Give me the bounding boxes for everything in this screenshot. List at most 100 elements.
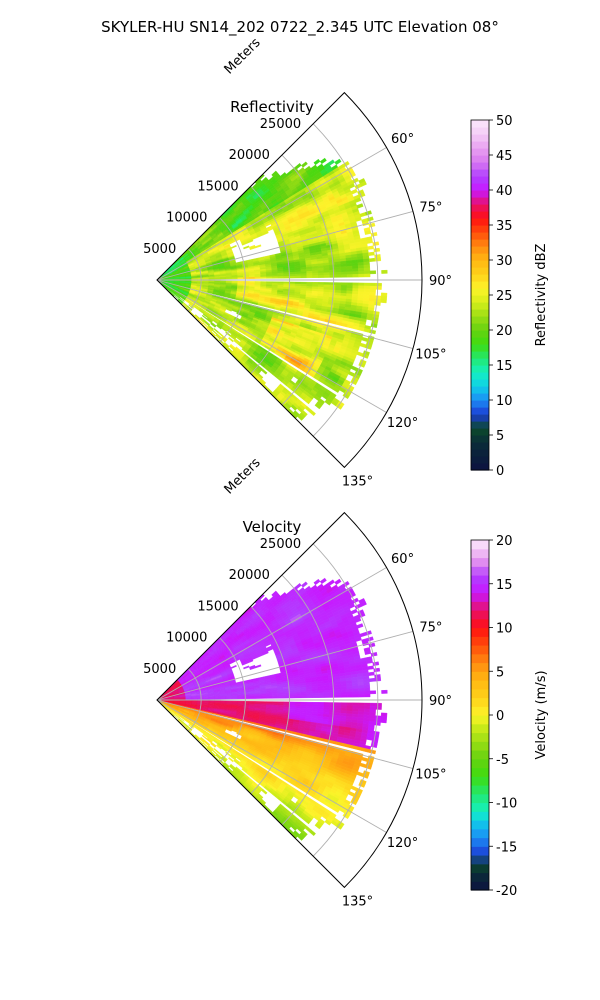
colorbar-segment [471, 302, 489, 310]
field-cell [312, 272, 319, 276]
field-cell [375, 286, 382, 290]
colorbar-segment [471, 421, 489, 429]
field-cell [323, 282, 331, 286]
colorbar-segment [471, 295, 489, 303]
radial-tick-label: 25000 [260, 117, 301, 132]
field-cell [368, 251, 375, 256]
field-cell [208, 278, 215, 280]
field-cell [329, 274, 336, 278]
colorbar-segment [471, 463, 489, 471]
colorbar-segment [471, 211, 489, 219]
field-cell [318, 282, 325, 285]
field-cell [352, 282, 359, 286]
field-cell [182, 301, 189, 307]
field-cell [243, 245, 250, 250]
colorbar-segment [471, 414, 489, 422]
colorbar-segment [471, 309, 489, 317]
colorbar-segment [471, 344, 489, 352]
colorbar-tick-label: 30 [496, 254, 513, 269]
colorbar-segment [471, 267, 489, 275]
field-cell [289, 275, 296, 279]
field-cell [359, 212, 367, 218]
field-cell [358, 273, 365, 278]
colorbar-segment [471, 386, 489, 394]
colorbar-tick-label: 25 [496, 289, 513, 304]
field-cell [231, 277, 238, 280]
angle-tick-label: 60° [391, 132, 414, 147]
field-cell [197, 278, 204, 280]
field-cell [352, 274, 359, 278]
field-cell [373, 247, 381, 253]
colorbar-segment [471, 246, 489, 254]
velocity-title: Velocity [243, 518, 302, 536]
colorbar-segment [471, 120, 489, 128]
colorbar-segment [471, 379, 489, 387]
field-cell [248, 276, 256, 279]
colorbar-tick-label: 35 [496, 219, 513, 234]
colorbar-segment [471, 456, 489, 464]
field-cell [352, 271, 359, 275]
colorbar-segment [471, 323, 489, 331]
field-cell [185, 698, 192, 700]
field-cell [340, 285, 348, 289]
field-cell [329, 282, 336, 286]
field-cell [369, 329, 377, 335]
angle-tick-label: 105° [415, 347, 446, 362]
colorbar-tick-label: 20 [496, 324, 513, 339]
field-cell [380, 299, 387, 304]
field-cell [294, 163, 302, 170]
field-cell [182, 721, 189, 727]
field-cell [318, 275, 325, 278]
field-cell [300, 275, 307, 279]
colorbar-segment [471, 141, 489, 149]
field-cell [329, 269, 336, 273]
field-cell [277, 276, 284, 279]
field-cell [364, 282, 371, 287]
field-cell [300, 273, 307, 277]
colorbar-segment [471, 148, 489, 156]
field-cell [363, 264, 371, 269]
field-cell [306, 273, 313, 276]
field-cell [363, 285, 371, 290]
field-cell [369, 285, 377, 290]
colorbar-segment [471, 176, 489, 184]
field-cell [363, 288, 371, 293]
field-cell [340, 268, 348, 273]
field-cell [340, 271, 348, 275]
field-cell [220, 697, 227, 700]
field-cell [369, 270, 377, 275]
colorbar-segment [471, 337, 489, 345]
field-cell [352, 265, 359, 270]
field-cell [346, 285, 353, 289]
colorbar-segment [471, 449, 489, 457]
field-cell [341, 282, 348, 286]
colorbar-segment [471, 134, 489, 142]
field-cell [369, 288, 376, 293]
colorbar-segment [471, 393, 489, 401]
radial-tick-label: 5000 [143, 242, 176, 257]
colorbar-segment [471, 372, 489, 380]
colorbar-segment [471, 274, 489, 282]
velocity-panel: Velocity 50001000015000200002500060°75°9… [143, 455, 549, 909]
field-cell [334, 158, 342, 166]
field-cell [352, 285, 359, 289]
field-cell [359, 342, 367, 348]
field-cell [230, 244, 237, 249]
field-cell [260, 276, 267, 279]
field-cell [350, 188, 358, 195]
field-cell [369, 282, 377, 287]
field-cell [358, 285, 365, 290]
colorbar-segment [471, 225, 489, 233]
colorbar-label: Reflectivity dBZ [534, 244, 549, 347]
colorbar-tick-label: 40 [496, 184, 513, 199]
colorbar-tick-label: 45 [496, 149, 513, 164]
colorbar-segment [471, 288, 489, 296]
field-cell [323, 274, 331, 278]
field-cell [352, 268, 359, 272]
field-cell [309, 409, 316, 417]
colorbar-segment [471, 358, 489, 366]
field-cell [335, 271, 342, 276]
field-cell [358, 282, 365, 287]
